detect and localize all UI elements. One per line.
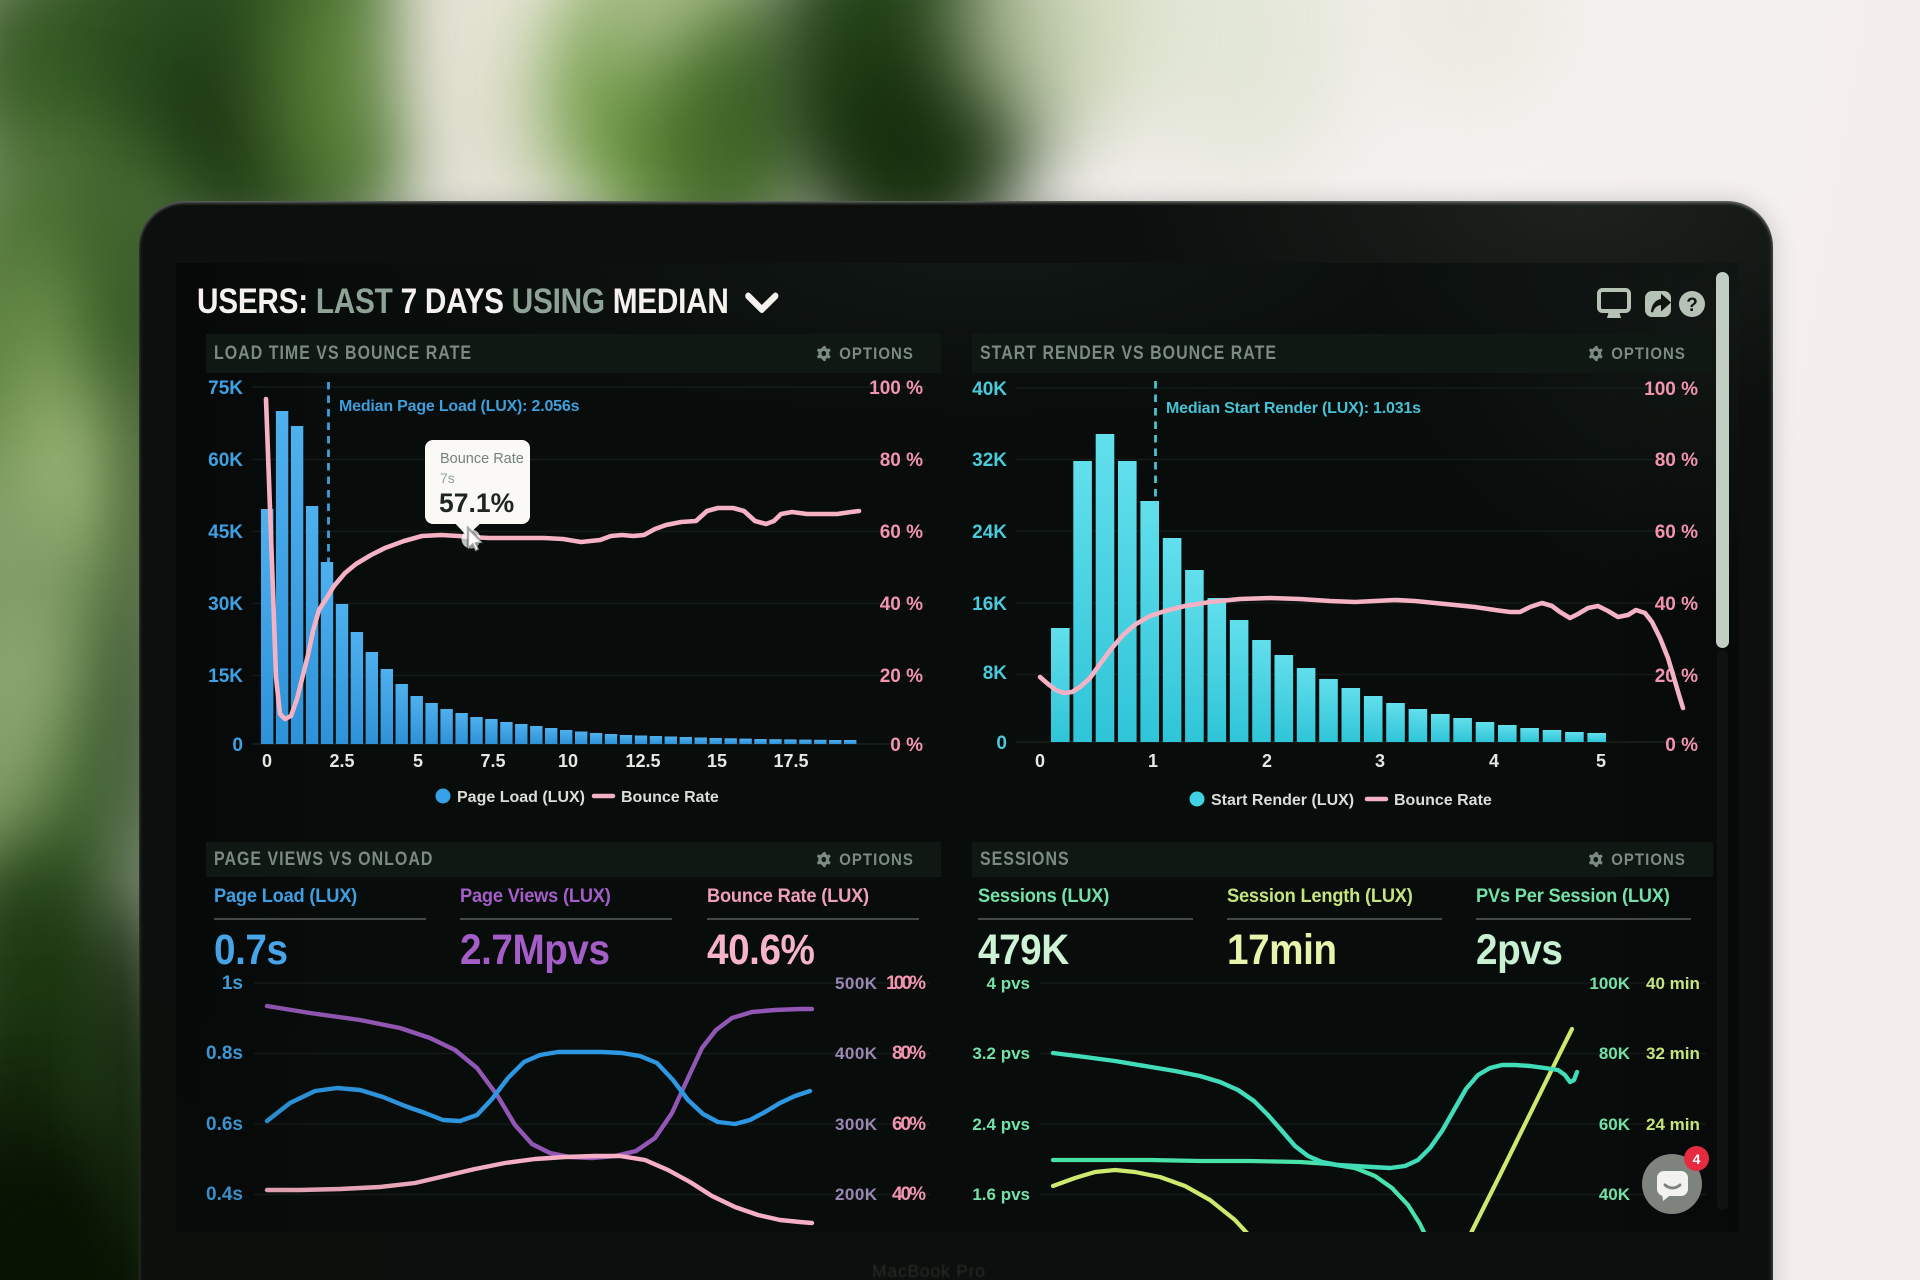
svg-text:40 %: 40 % bbox=[880, 594, 923, 615]
svg-text:32K: 32K bbox=[972, 450, 1007, 471]
svg-text:Bounce Rate: Bounce Rate bbox=[621, 789, 719, 806]
svg-text:0.8s: 0.8s bbox=[206, 1043, 243, 1064]
svg-text:60 %: 60 % bbox=[1655, 522, 1698, 543]
svg-text:1: 1 bbox=[1148, 751, 1158, 771]
svg-text:40%: 40% bbox=[892, 1184, 926, 1205]
svg-text:40K: 40K bbox=[1599, 1185, 1631, 1204]
svg-text:60K: 60K bbox=[208, 450, 243, 471]
svg-text:Start Render (LUX): Start Render (LUX) bbox=[1211, 792, 1354, 809]
svg-text:0: 0 bbox=[262, 751, 272, 771]
svg-text:5: 5 bbox=[413, 751, 423, 771]
svg-text:0.4s: 0.4s bbox=[206, 1184, 243, 1205]
svg-text:80K: 80K bbox=[1599, 1044, 1631, 1063]
svg-text:2.4 pvs: 2.4 pvs bbox=[972, 1115, 1030, 1134]
svg-text:40 %: 40 % bbox=[1655, 594, 1698, 615]
svg-text:2: 2 bbox=[1262, 751, 1272, 771]
svg-text:100%: 100% bbox=[886, 973, 926, 994]
svg-text:1s: 1s bbox=[222, 973, 243, 994]
svg-text:Bounce Rate: Bounce Rate bbox=[440, 451, 524, 467]
svg-text:500K: 500K bbox=[835, 974, 878, 993]
svg-text:15: 15 bbox=[707, 751, 727, 771]
svg-text:80%: 80% bbox=[892, 1043, 926, 1064]
svg-text:Page Load (LUX): Page Load (LUX) bbox=[457, 789, 585, 806]
svg-text:Median Page Load (LUX): 2.056s: Median Page Load (LUX): 2.056s bbox=[339, 398, 580, 415]
svg-text:60 %: 60 % bbox=[880, 522, 923, 543]
svg-text:0: 0 bbox=[1035, 751, 1045, 771]
svg-text:3: 3 bbox=[1375, 751, 1385, 771]
svg-text:40K: 40K bbox=[972, 379, 1007, 400]
svg-text:2.5: 2.5 bbox=[329, 751, 354, 771]
svg-text:7s: 7s bbox=[440, 470, 455, 486]
svg-text:32 min: 32 min bbox=[1646, 1044, 1700, 1063]
svg-text:?: ? bbox=[1686, 295, 1698, 316]
svg-text:4 pvs: 4 pvs bbox=[987, 974, 1030, 993]
svg-text:8K: 8K bbox=[983, 663, 1008, 684]
svg-text:16K: 16K bbox=[972, 594, 1007, 615]
svg-text:60K: 60K bbox=[1599, 1115, 1631, 1134]
svg-text:30K: 30K bbox=[208, 594, 243, 615]
svg-text:300K: 300K bbox=[835, 1115, 878, 1134]
svg-text:60%: 60% bbox=[892, 1114, 926, 1135]
svg-text:200K: 200K bbox=[835, 1185, 878, 1204]
svg-text:0 %: 0 % bbox=[890, 735, 923, 756]
svg-text:0 %: 0 % bbox=[1665, 735, 1698, 756]
svg-text:45K: 45K bbox=[208, 522, 243, 543]
svg-text:24 min: 24 min bbox=[1646, 1115, 1700, 1134]
svg-text:5: 5 bbox=[1596, 751, 1606, 771]
svg-text:7.5: 7.5 bbox=[480, 751, 505, 771]
svg-text:100 %: 100 % bbox=[869, 378, 923, 399]
svg-text:80 %: 80 % bbox=[1655, 450, 1698, 471]
svg-text:57.1%: 57.1% bbox=[439, 488, 514, 518]
svg-text:80 %: 80 % bbox=[880, 450, 923, 471]
svg-text:Median Start Render (LUX): 1.0: Median Start Render (LUX): 1.031s bbox=[1166, 400, 1421, 417]
svg-text:100 %: 100 % bbox=[1644, 379, 1698, 400]
svg-text:10: 10 bbox=[558, 751, 578, 771]
svg-text:4: 4 bbox=[1489, 751, 1499, 771]
svg-text:75K: 75K bbox=[208, 378, 243, 399]
svg-text:20 %: 20 % bbox=[880, 666, 923, 687]
svg-text:1.6 pvs: 1.6 pvs bbox=[972, 1185, 1030, 1204]
svg-text:12.5: 12.5 bbox=[625, 751, 660, 771]
svg-text:3.2 pvs: 3.2 pvs bbox=[972, 1044, 1030, 1063]
svg-text:400K: 400K bbox=[835, 1044, 878, 1063]
svg-text:24K: 24K bbox=[972, 522, 1007, 543]
svg-text:15K: 15K bbox=[208, 666, 243, 687]
svg-text:20 %: 20 % bbox=[1655, 666, 1698, 687]
svg-text:0.6s: 0.6s bbox=[206, 1114, 243, 1135]
svg-text:40 min: 40 min bbox=[1646, 974, 1700, 993]
svg-text:100K: 100K bbox=[1589, 974, 1630, 993]
svg-text:0: 0 bbox=[996, 733, 1007, 754]
svg-text:0: 0 bbox=[232, 735, 243, 756]
svg-text:Bounce Rate: Bounce Rate bbox=[1394, 792, 1492, 809]
svg-text:17.5: 17.5 bbox=[773, 751, 808, 771]
